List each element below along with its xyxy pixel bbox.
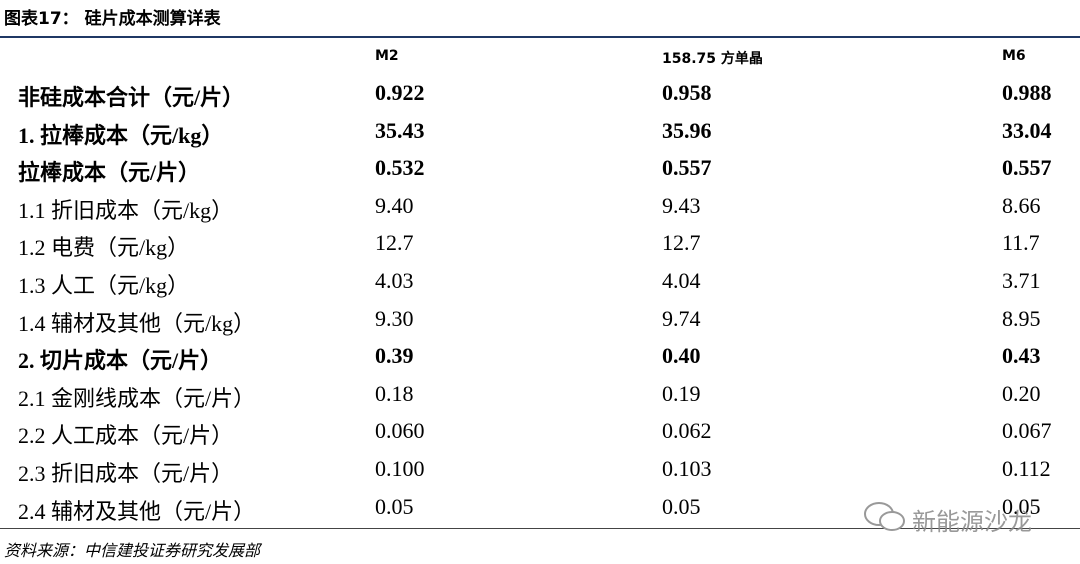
cell-value: 35.43	[375, 117, 425, 143]
cell-value: 0.557	[662, 155, 712, 181]
title: 图表17： 硅片成本测算详表	[4, 9, 221, 29]
cell-value: 8.66	[1002, 192, 1041, 218]
cell-value: 0.05	[662, 493, 701, 519]
bottom-rule	[0, 528, 1080, 529]
row-label: 2. 切片成本（元/片）	[18, 348, 223, 374]
row-label: 非硅成本合计（元/片）	[18, 85, 245, 110]
cell-value: 3.71	[1002, 268, 1041, 293]
cell-value: 0.19	[662, 380, 701, 406]
cell-value: 12.7	[375, 230, 414, 256]
top-rule	[0, 36, 1080, 38]
cell-value: 0.557	[1002, 155, 1052, 181]
column-header: 158.75 方单晶	[662, 51, 763, 67]
cell-value: 0.05	[1002, 493, 1041, 519]
cell-value: 8.95	[1002, 305, 1041, 331]
cell-value: 0.43	[1002, 343, 1041, 369]
cell-value: 9.30	[375, 305, 414, 331]
cell-value: 0.532	[375, 155, 425, 181]
row-label: 2.3 折旧成本（元/片）	[18, 461, 234, 486]
cell-value: 0.112	[1002, 456, 1051, 481]
cell-value: 9.74	[662, 305, 701, 331]
row-label: 1.1 折旧成本（元/kg）	[18, 197, 234, 223]
cell-value: 0.958	[662, 80, 712, 105]
cell-value: 0.39	[375, 343, 414, 369]
row-label: 1. 拉棒成本（元/kg）	[18, 122, 224, 148]
cell-value: 9.40	[375, 192, 414, 218]
row-label: 2.2 人工成本（元/片）	[18, 423, 234, 449]
cell-value: 4.04	[662, 268, 701, 293]
row-label: 拉棒成本（元/片）	[18, 160, 201, 186]
cell-value: 0.062	[662, 418, 712, 444]
source: 资料来源：中信建投证券研究发展部	[4, 543, 261, 560]
cell-value: 0.103	[662, 456, 712, 481]
row-label: 1.2 电费（元/kg）	[18, 235, 190, 261]
cell-value: 4.03	[375, 268, 414, 293]
row-label: 2.1 金刚线成本（元/片）	[18, 385, 256, 411]
row-label: 1.4 辅材及其他（元/kg）	[18, 310, 256, 336]
cell-value: 11.7	[1002, 230, 1040, 256]
cell-value: 0.20	[1002, 380, 1041, 406]
cell-value: 0.067	[1002, 418, 1052, 444]
cell-value: 0.18	[375, 380, 414, 406]
cell-value: 33.04	[1002, 117, 1052, 143]
column-header: M2	[375, 48, 399, 64]
cell-value: 0.988	[1002, 80, 1052, 105]
cell-value: 9.43	[662, 192, 701, 218]
watermark: 新能源沙龙	[912, 508, 1032, 536]
row-label: 1.3 人工（元/kg）	[18, 273, 190, 298]
row-label: 2.4 辅材及其他（元/片）	[18, 498, 256, 524]
cell-value: 35.96	[662, 117, 712, 143]
cell-value: 0.40	[662, 343, 701, 369]
column-header: M6	[1002, 48, 1026, 64]
cell-value: 12.7	[662, 230, 701, 256]
cell-value: 0.100	[375, 456, 425, 481]
watermark-icon	[864, 502, 905, 531]
cell-value: 0.05	[375, 493, 414, 519]
cell-value: 0.060	[375, 418, 425, 444]
cell-value: 0.922	[375, 80, 425, 105]
